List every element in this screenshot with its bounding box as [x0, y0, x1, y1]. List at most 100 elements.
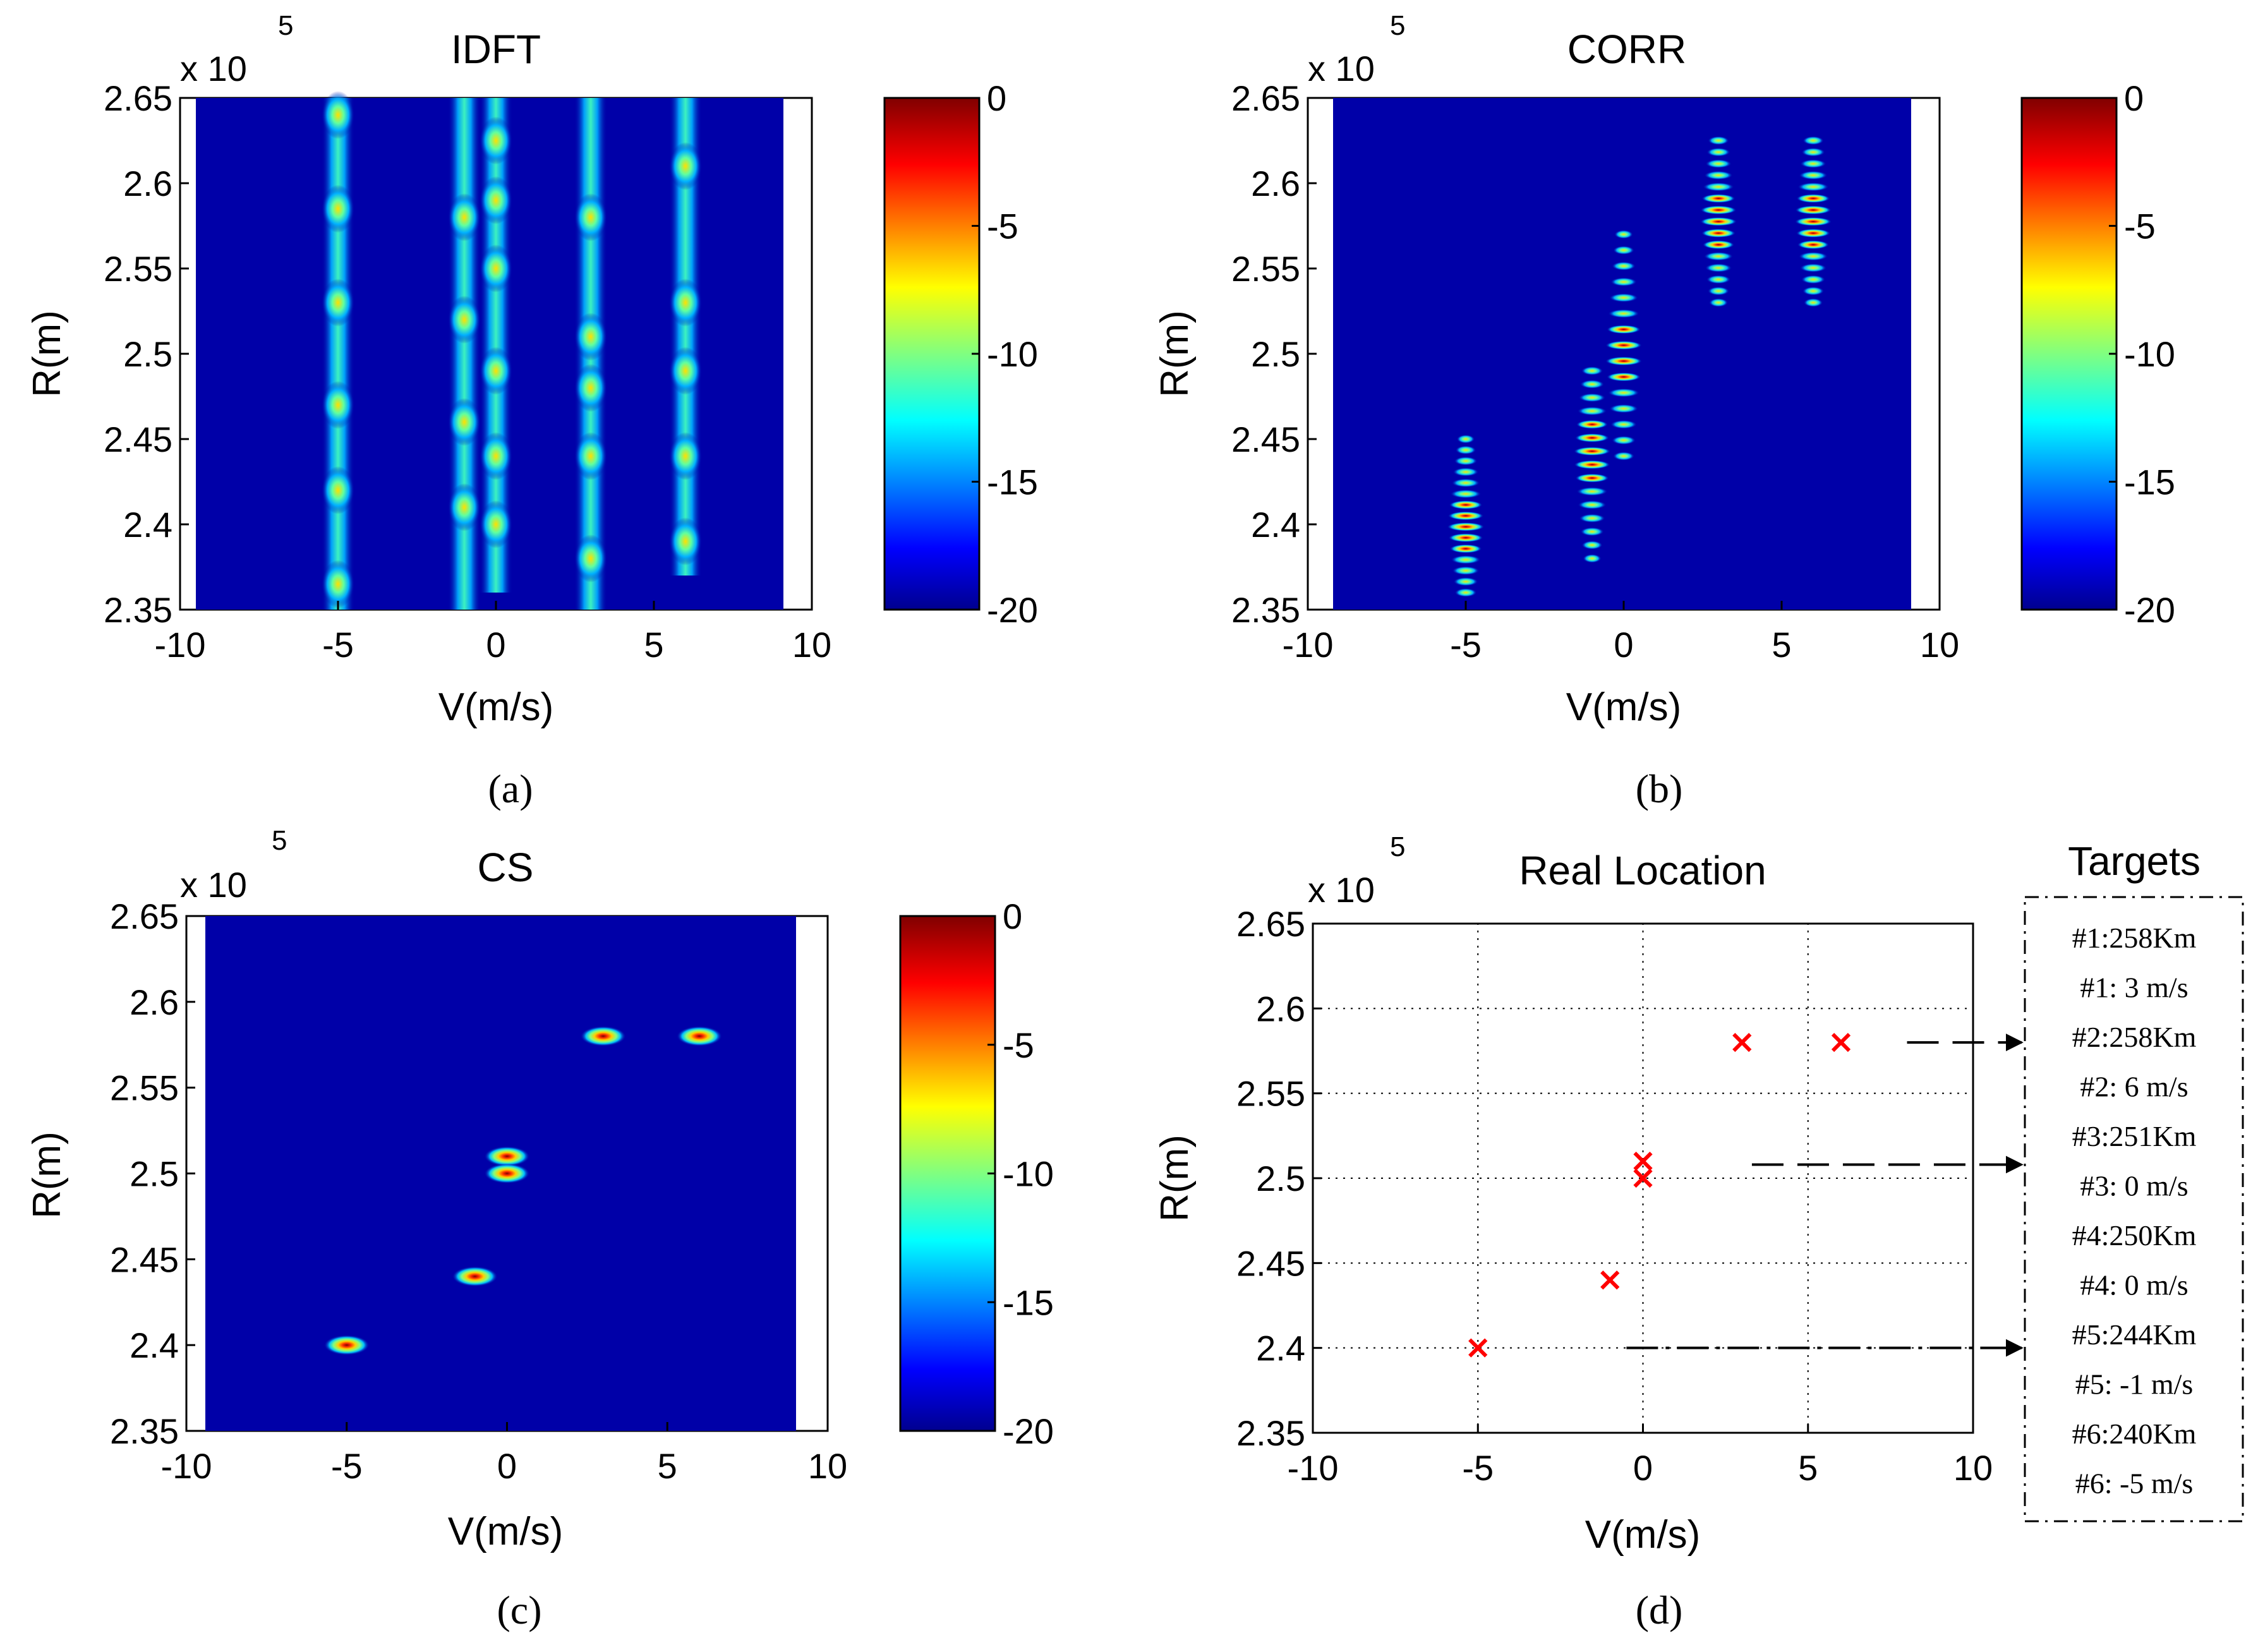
x-tick-label: -10	[155, 625, 206, 665]
cluster-dash	[1610, 277, 1637, 287]
cluster-dash	[1449, 544, 1482, 553]
y-tick-label: 2.45	[110, 1239, 179, 1279]
cluster-dash	[1452, 566, 1480, 576]
panel-d-marks	[1468, 1032, 1851, 1358]
y-tick-label: 2.4	[1251, 505, 1300, 545]
cs-peak	[580, 1026, 626, 1047]
cs-peak	[677, 1026, 722, 1047]
panel-a-ylabel: R(m)	[25, 310, 69, 397]
cluster-dash	[1704, 171, 1733, 180]
legend-entry: #5: -1 m/s	[2075, 1368, 2194, 1401]
streak-peak	[322, 91, 354, 139]
streak-peak	[322, 466, 354, 514]
cluster-dash	[1447, 522, 1485, 531]
y-tick-label: 2.65	[110, 896, 179, 936]
cluster-dash	[1703, 251, 1734, 261]
panel-d-ylabel: R(m)	[1153, 1135, 1197, 1222]
cluster-dash	[1606, 372, 1641, 382]
panel-a-multiplier-exp: 5	[278, 10, 293, 41]
panel-a-multiplier: x 10	[180, 49, 247, 88]
y-tick-label: 2.65	[1236, 904, 1305, 944]
streak-peak	[322, 381, 354, 429]
streak-peak	[669, 347, 702, 395]
cluster-dash	[1449, 500, 1483, 510]
cluster-dash	[1700, 217, 1737, 226]
x-tick-label: 5	[658, 1446, 677, 1486]
y-tick-label: 2.6	[1251, 164, 1300, 203]
cluster-dash	[1799, 263, 1827, 273]
legend-entry: #5:244Km	[2072, 1318, 2197, 1351]
cluster-dash	[1706, 147, 1730, 157]
x-tick-label: 0	[497, 1446, 517, 1486]
cs-peak	[452, 1266, 498, 1287]
y-tick-label: 2.55	[1231, 249, 1300, 289]
streak-peak	[480, 347, 512, 395]
cluster-dash	[1612, 452, 1635, 461]
y-tick-label: 2.4	[123, 505, 172, 545]
streak-peak	[322, 560, 354, 608]
colorbar-tick-label: -10	[2124, 334, 2175, 374]
cluster-dash	[1578, 500, 1607, 510]
panel-a-colorbar-ticks: 0 -5 -10 -15 -20	[972, 78, 1038, 630]
streak-peak	[574, 534, 607, 582]
panel-c-title: CS	[478, 845, 534, 890]
legend-entry: #6: -5 m/s	[2075, 1468, 2194, 1500]
streak-peak	[448, 398, 481, 446]
x-tick-label: 5	[644, 625, 663, 665]
cluster-dash	[1612, 262, 1636, 271]
cluster-dash	[1605, 356, 1643, 366]
streak-peak	[574, 313, 607, 361]
cluster-dash	[1802, 286, 1825, 296]
cluster-dash	[1803, 298, 1823, 307]
cluster-dash	[1700, 205, 1737, 215]
panel-a-ticks: -10 -5 0 5 10 2.35 2.4 2.45 2.5 2.55 2.6 2.65	[104, 78, 831, 665]
x-tick-label: 10	[1953, 1448, 1993, 1488]
cluster-dash	[1448, 533, 1483, 543]
x-tick-label: -10	[1283, 625, 1334, 665]
y-tick-label: 2.55	[104, 249, 172, 289]
cluster-dash	[1705, 159, 1732, 169]
cluster-dash	[1451, 555, 1481, 564]
y-tick-label: 2.5	[1251, 334, 1300, 374]
x-tick-label: 10	[808, 1446, 847, 1486]
colorbar-tick-label: 0	[1003, 896, 1022, 936]
cluster-dash	[1802, 136, 1824, 145]
streak-peak	[574, 432, 607, 480]
y-tick-label: 2.65	[1231, 78, 1300, 118]
y-tick-label: 2.45	[104, 419, 172, 459]
streak-peak	[448, 193, 481, 241]
cs-peak	[484, 1163, 530, 1184]
cluster-dash	[1581, 540, 1603, 550]
cluster-dash	[1578, 393, 1606, 402]
cluster-dash	[1579, 380, 1605, 389]
x-tick-label: 5	[1772, 625, 1791, 665]
colorbar-tick-label: -5	[1003, 1025, 1034, 1065]
cluster-dash	[1703, 182, 1734, 191]
colorbar-tick-label: 0	[987, 78, 1006, 118]
legend-entry: #6:240Km	[2072, 1418, 2197, 1450]
legend-entry: #4:250Km	[2072, 1219, 2197, 1251]
cluster-dash	[1452, 467, 1479, 477]
x-tick-label: -5	[1462, 1448, 1494, 1488]
panel-b-marks	[1447, 136, 1832, 597]
cluster-dash	[1708, 136, 1729, 145]
x-tick-label: 0	[486, 625, 505, 665]
y-tick-label: 2.55	[1236, 1074, 1305, 1114]
legend-title: Targets	[2068, 838, 2201, 884]
panel-b-title: CORR	[1567, 27, 1686, 72]
legend-entry: #4: 0 m/s	[2080, 1269, 2188, 1301]
cluster-dash	[1708, 298, 1729, 307]
cluster-dash	[1607, 388, 1640, 397]
x-tick-label: -5	[322, 625, 354, 665]
y-tick-label: 2.5	[130, 1154, 179, 1194]
panel-c-multiplier: x 10	[180, 865, 247, 905]
colorbar-tick-label: -15	[1003, 1282, 1054, 1322]
cluster-dash	[1705, 263, 1732, 273]
streak-peak	[669, 432, 702, 480]
panel-d-caption: (d)	[1636, 1588, 1683, 1632]
cluster-dash	[1609, 293, 1638, 303]
panel-b-ylabel: R(m)	[1153, 310, 1197, 397]
panel-d-arrows	[1626, 1034, 2024, 1357]
panel-b-ticks: -10 -5 0 5 10 2.35 2.4 2.45 2.5 2.55 2.6 2.65	[1231, 78, 1959, 665]
